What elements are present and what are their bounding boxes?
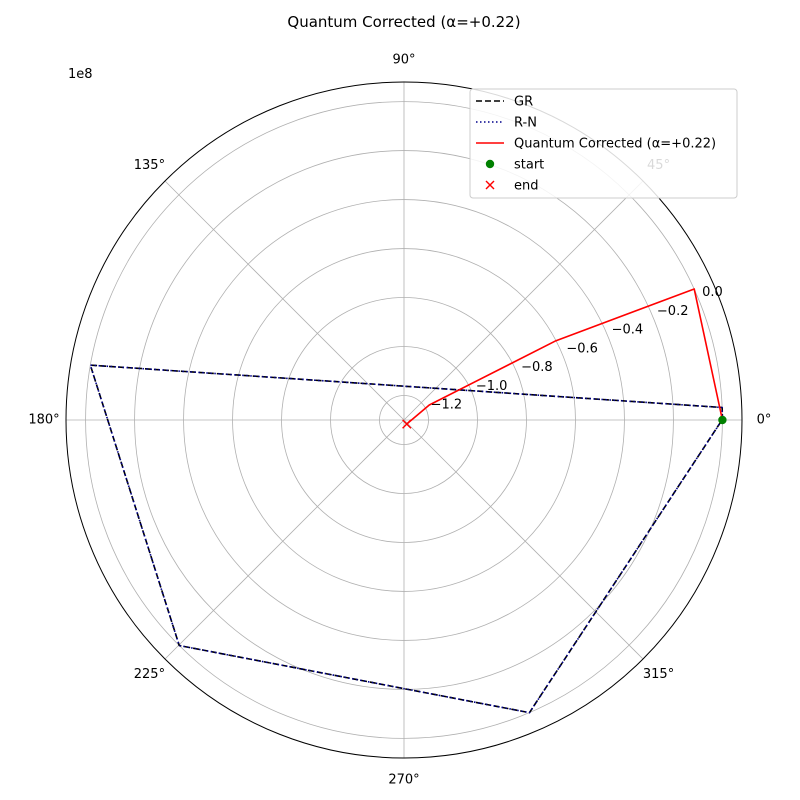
marker-start xyxy=(718,415,727,425)
r-tick-label: −0.4 xyxy=(612,323,644,338)
legend-box xyxy=(469,88,738,199)
r-tick-label: 0.0 xyxy=(702,285,723,300)
theta-grid-line-1 xyxy=(403,180,644,421)
chart-title: Quantum Corrected (α=+0.22) xyxy=(287,13,520,31)
series-layer xyxy=(89,288,727,714)
legend-x-stroke xyxy=(485,180,495,190)
theta-grid-line-7 xyxy=(403,419,644,660)
theta-tick-label: 315° xyxy=(643,667,674,682)
theta-tick-label: 180° xyxy=(28,413,59,428)
theta-tick-label: 225° xyxy=(134,667,165,682)
legend-swatch-3 xyxy=(485,159,495,169)
theta-grid-line-5 xyxy=(164,419,405,660)
theta-tick-label: 135° xyxy=(134,158,165,173)
legend-swatch-4 xyxy=(485,180,495,190)
theta-tick-label: 0° xyxy=(757,413,772,428)
legend-label-2: Quantum Corrected (α=+0.22) xyxy=(514,137,716,152)
legend-label-1: R-N xyxy=(514,116,537,131)
legend-label-0: GR xyxy=(514,95,533,110)
legend-label-4: end xyxy=(514,179,539,194)
r-tick-label: −0.2 xyxy=(657,304,689,319)
legend: GR R-N Quantum Corrected (α=+0.22) start end xyxy=(469,88,738,199)
polar-frame xyxy=(65,81,743,759)
r-tick-label: −0.8 xyxy=(521,360,553,375)
theta-grid-line-3 xyxy=(164,180,405,421)
r-tick-label: −1.0 xyxy=(476,379,508,394)
legend-label-3: start xyxy=(514,158,544,173)
theta-tick-label: 270° xyxy=(388,773,419,788)
marker-x-stroke xyxy=(402,419,412,429)
r-tick-label: −0.6 xyxy=(566,341,598,356)
grid-layer xyxy=(65,81,743,759)
series-line-2 xyxy=(406,288,724,425)
series-line-1 xyxy=(89,364,724,714)
marker-end xyxy=(402,419,412,429)
theta-tick-label: 90° xyxy=(392,53,415,68)
tick-layer: 0°45°90°135°180°225°270°315°−1.2−1.0−0.8… xyxy=(28,53,771,788)
r-tick-label: −1.2 xyxy=(431,398,463,413)
scale-label: 1e8 xyxy=(68,67,93,82)
